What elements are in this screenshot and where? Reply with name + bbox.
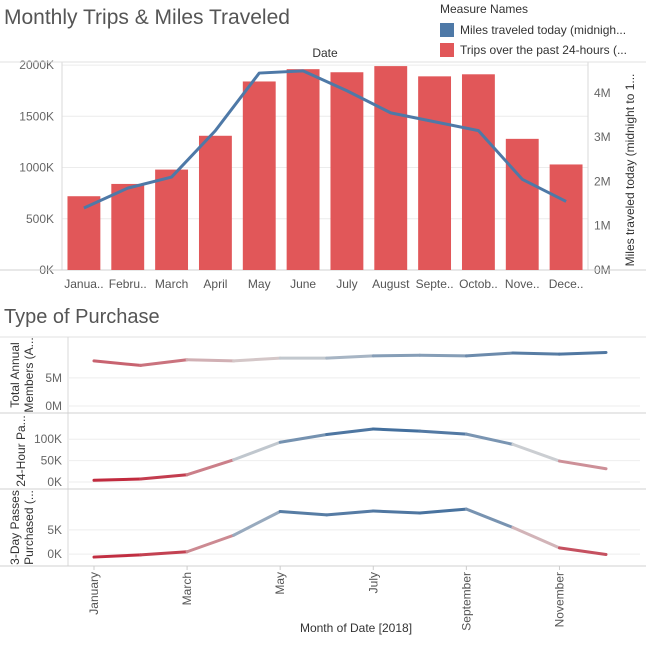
top-chart-title: Monthly Trips & Miles Traveled [4, 6, 290, 29]
x-tick-label: Febru.. [109, 277, 147, 291]
y-left-tick-label: 2000K [19, 58, 54, 72]
bar-trips [330, 72, 364, 270]
x-tick-label: April [203, 277, 227, 291]
panel-x-tick-label: November [552, 572, 566, 627]
legend-item-trips[interactable]: Trips over the past 24-hours (... [440, 40, 646, 60]
panel-line-segment [325, 509, 375, 517]
panel-y-axis-label: 3-Day Passes [8, 490, 22, 565]
panel-y-tick-label: 0M [45, 399, 62, 413]
panel-line-segment [511, 442, 561, 463]
bar-trips [198, 135, 232, 270]
line-miles [83, 69, 567, 210]
panel-x-tick-label: May [273, 572, 287, 595]
panel-line-segment [278, 433, 329, 444]
legend-swatch-miles [440, 23, 454, 37]
panel-x-tick-label: July [366, 572, 380, 593]
panel-line-segment [139, 473, 189, 481]
panel-line-segment [511, 526, 561, 550]
panel-line-segment [185, 358, 236, 363]
panel-line-segment [557, 459, 608, 471]
bar-trips [461, 74, 495, 270]
panel-y-tick-label: 0K [47, 547, 62, 561]
panel-line-segment [418, 429, 468, 436]
panel-x-axis-label: Month of Date [2018] [300, 621, 412, 635]
panel-y-tick-label: 0K [47, 475, 62, 489]
x-tick-label: Nove.. [505, 277, 540, 291]
y-left-tick-label: 500K [26, 212, 54, 226]
bottom-chart-title: Type of Purchase [4, 306, 160, 328]
bar-trips [67, 196, 101, 270]
panel-line-segment [464, 507, 515, 529]
x-axis-header-date: Date [312, 46, 338, 60]
x-tick-label: Janua.. [64, 277, 103, 291]
panel-line-segment [92, 359, 143, 367]
bar-trips [418, 76, 452, 271]
panel-line-segment [371, 509, 422, 515]
legend-item-miles[interactable]: Miles traveled today (midnigh... [440, 20, 646, 40]
x-tick-label: June [290, 277, 316, 291]
legend: Measure Names Miles traveled today (midn… [440, 2, 646, 60]
panel-line-segment [278, 510, 329, 517]
legend-label-miles: Miles traveled today (midnigh... [460, 23, 627, 37]
panel-line-segment [232, 440, 282, 462]
panel-line-segment [371, 353, 422, 358]
panel-y-axis-label: Purchased (... [22, 490, 36, 565]
panel-y-axis-label: 24-Hour Pa... [14, 415, 28, 486]
bar-trips [549, 164, 583, 270]
x-tick-label: May [248, 277, 271, 291]
panel-line-segment [185, 533, 236, 554]
bar-trips [155, 169, 189, 270]
panel-line-segment [371, 427, 422, 433]
panel-line-segment [232, 356, 282, 363]
panel-x-tick-label: January [87, 572, 101, 615]
y-right-tick-label: 4M [594, 86, 611, 100]
panel-line-segment [92, 477, 143, 482]
y-right-tick-label: 2M [594, 174, 611, 188]
panel-line-segment [325, 354, 375, 360]
panel-x-tick-label: March [180, 572, 194, 605]
panel-y-axis-label: Total Annual [8, 342, 22, 407]
bar-trips [111, 183, 145, 270]
panel-y-tick-label: 100K [34, 432, 62, 446]
panel-line-segment [232, 510, 282, 537]
x-tick-label: Septe.. [416, 277, 454, 291]
bar-trips [505, 138, 539, 270]
x-tick-label: Dece.. [549, 277, 584, 291]
panel-line-segment [464, 351, 515, 358]
panel-line-segment [185, 458, 236, 477]
y-right-tick-label: 3M [594, 130, 611, 144]
x-tick-label: March [155, 277, 188, 291]
panel-y-tick-label: 5K [47, 523, 62, 537]
legend-title: Measure Names [440, 2, 529, 16]
panel-x-tick-label: September [459, 572, 473, 631]
panel-line-segment [418, 507, 468, 515]
bar-trips [374, 66, 408, 271]
panel-line-segment [325, 427, 375, 437]
legend-swatch-trips [440, 43, 454, 57]
panel-line-segment [139, 550, 189, 557]
bar-trips [242, 81, 276, 270]
panel-y-tick-label: 50K [41, 454, 62, 468]
x-tick-label: August [372, 277, 410, 291]
panel-line-segment [511, 351, 561, 356]
panel-line-segment [557, 350, 608, 356]
y-left-tick-label: 1000K [19, 161, 54, 175]
panel-line-segment [557, 546, 608, 557]
y-right-axis-label: Miles traveled today (midnight to 1... [623, 74, 637, 267]
bar-trips [286, 69, 320, 270]
legend-label-trips: Trips over the past 24-hours (... [460, 43, 627, 57]
panel-line-segment [418, 353, 468, 358]
y-right-tick-label: 1M [594, 219, 611, 233]
panel-y-axis-label: Members (A... [22, 337, 36, 412]
panel-line-segment [92, 553, 143, 559]
panel-line-segment [139, 358, 189, 367]
panel-y-tick-label: 5M [45, 371, 62, 385]
y-left-tick-label: 1500K [19, 109, 54, 123]
x-tick-label: Octob.. [459, 277, 498, 291]
panel-line-segment [464, 432, 515, 446]
x-tick-label: July [336, 277, 357, 291]
